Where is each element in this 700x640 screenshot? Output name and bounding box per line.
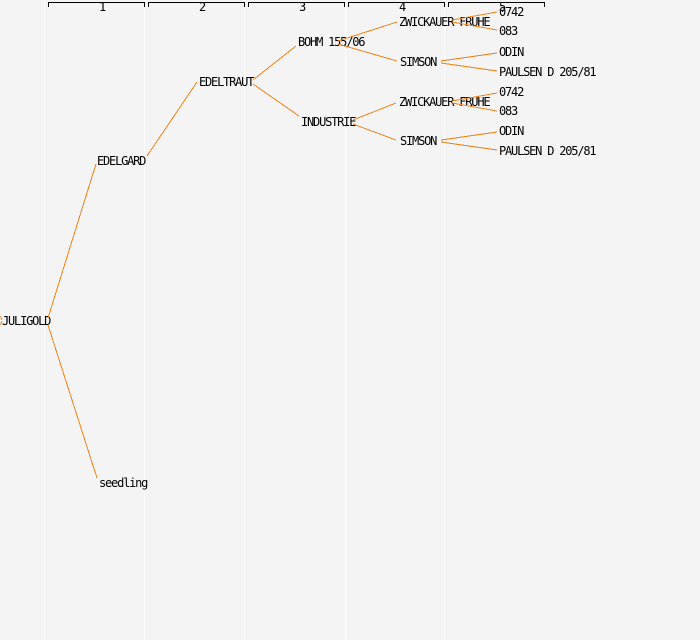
pedigree-node-juligold[interactable]: JULIGOLD xyxy=(2,314,51,328)
column-separator-line xyxy=(444,0,445,640)
pedigree-edge-industrie-to-simson-2 xyxy=(352,123,397,141)
pedigree-node-bohm[interactable]: BOHM 155/06 xyxy=(298,35,365,49)
pedigree-edge-juligold-to-seedling xyxy=(47,324,98,479)
generation-number-label: 4 xyxy=(398,0,406,14)
pedigree-node-odin-2[interactable]: ODIN xyxy=(499,124,524,138)
pedigree-node-paulsen-1[interactable]: PAULSEN D 205/81 xyxy=(499,65,597,79)
pedigree-node-0742-2[interactable]: 0742 xyxy=(499,85,524,99)
pedigree-edge-simson-1-to-paulsen-1 xyxy=(440,62,498,72)
pedigree-edge-simson-1-to-odin-1 xyxy=(440,52,498,62)
pedigree-node-0742-1[interactable]: 0742 xyxy=(499,5,524,19)
generation-bracket-5: 5 xyxy=(448,1,545,13)
pedigree-node-simson-1[interactable]: SIMSON xyxy=(400,55,437,69)
pedigree-node-paulsen-2[interactable]: PAULSEN D 205/81 xyxy=(499,144,597,158)
pedigree-edge-simson-2-to-odin-2 xyxy=(440,131,498,141)
pedigree-node-simson-2[interactable]: SIMSON xyxy=(400,134,437,148)
column-separator-line xyxy=(144,0,145,640)
generation-bracket-4: 4 xyxy=(348,1,445,13)
generation-bracket-2: 2 xyxy=(148,1,245,13)
pedigree-node-seedling[interactable]: seedling xyxy=(99,476,148,490)
column-separator-line xyxy=(44,0,45,640)
pedigree-edge-edelgard-to-edeltraut xyxy=(146,81,198,157)
generation-bracket-1: 1 xyxy=(48,1,145,13)
pedigree-edge-edeltraut-to-industrie xyxy=(252,83,300,117)
generation-number-label: 1 xyxy=(98,0,106,14)
pedigree-node-083-1[interactable]: 083 xyxy=(499,24,518,38)
column-separator-line xyxy=(244,0,245,640)
pedigree-node-zwickauer-2[interactable]: ZWICKAUER FRUHE xyxy=(399,95,491,109)
pedigree-node-zwickauer-1[interactable]: ZWICKAUER FRUHE xyxy=(399,15,491,29)
column-separator-line xyxy=(345,0,346,640)
pedigree-edge-industrie-to-zwickauer-2 xyxy=(352,102,397,121)
generation-number-label: 3 xyxy=(298,0,306,14)
pedigree-node-industrie[interactable]: INDUSTRIE xyxy=(301,115,356,129)
pedigree-edge-simson-2-to-paulsen-2 xyxy=(440,141,498,151)
pedigree-edge-juligold-to-edelgard xyxy=(47,163,97,319)
pedigree-node-083-2[interactable]: 083 xyxy=(499,104,518,118)
generation-bracket-3: 3 xyxy=(248,1,345,13)
generation-number-label: 2 xyxy=(198,0,206,14)
pedigree-edge-edeltraut-to-bohm xyxy=(252,45,297,81)
pedigree-node-odin-1[interactable]: ODIN xyxy=(499,45,524,59)
generation-number-label: 5 xyxy=(498,0,506,14)
pedigree-node-edelgard[interactable]: EDELGARD xyxy=(97,154,146,168)
pedigree-node-edeltraut[interactable]: EDELTRAUT xyxy=(199,75,254,89)
